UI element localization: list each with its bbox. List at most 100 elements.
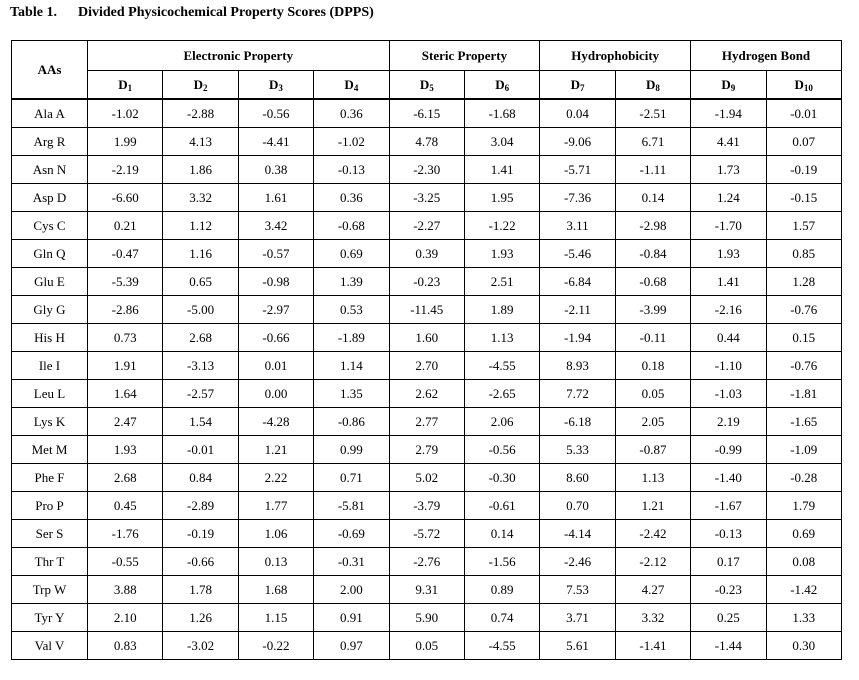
- value-cell: 0.21: [86, 211, 164, 240]
- value-cell: -4.41: [237, 127, 315, 156]
- value-cell: -2.86: [86, 295, 164, 324]
- column-header-base: D: [495, 76, 505, 92]
- value-cell: -1.42: [765, 575, 842, 604]
- value-cell: -2.12: [614, 547, 692, 576]
- table-row: Met M 1.93 -0.01 1.21 0.99 2.79 -0.56 5.33 -0.87…: [11, 435, 842, 464]
- value-cell: 1.64: [86, 379, 164, 408]
- value-cell: -1.81: [765, 379, 842, 408]
- column-header-subscript: 9: [730, 82, 736, 93]
- column-header: D5: [388, 70, 465, 100]
- value-cell: -0.69: [313, 519, 390, 548]
- column-header-base: D: [269, 76, 279, 92]
- value-cell: -0.31: [313, 547, 390, 576]
- value-cell: 1.13: [614, 463, 692, 492]
- value-cell: -0.01: [765, 98, 842, 128]
- value-cell: 1.41: [690, 267, 767, 296]
- amino-acid-cell: Asn N: [11, 155, 88, 184]
- value-cell: 0.85: [765, 239, 842, 268]
- value-cell: -1.02: [86, 98, 164, 128]
- value-cell: 9.31: [388, 575, 465, 604]
- value-cell: 0.25: [690, 603, 767, 632]
- value-cell: 0.45: [86, 491, 164, 520]
- value-cell: 1.77: [237, 491, 315, 520]
- value-cell: -0.56: [463, 435, 541, 464]
- value-cell: 1.41: [463, 155, 541, 184]
- value-cell: -0.57: [237, 239, 315, 268]
- value-cell: 5.33: [539, 435, 616, 464]
- column-header-base: D: [193, 76, 204, 92]
- value-cell: 0.91: [313, 603, 390, 632]
- amino-acid-cell: Tyr Y: [11, 603, 88, 632]
- column-header-base: D: [645, 76, 656, 92]
- value-cell: -0.01: [162, 435, 239, 464]
- value-cell: 0.53: [313, 295, 390, 324]
- table-row: Ile I 1.91 -3.13 0.01 1.14 2.70 -4.55 8.93 0.18-…: [11, 351, 842, 380]
- column-header: D8: [614, 70, 692, 100]
- table-row: Ser S -1.76 -0.19 1.06 -0.69 -5.72 0.14 -4.14 -2…: [11, 519, 842, 548]
- value-cell: 2.22: [237, 463, 315, 492]
- column-header: D6: [463, 70, 541, 100]
- value-cell: -1.94: [539, 323, 616, 352]
- value-cell: -1.02: [313, 127, 390, 156]
- value-cell: 1.33: [765, 603, 842, 632]
- value-cell: 1.99: [86, 127, 164, 156]
- value-cell: -0.68: [313, 211, 390, 240]
- value-cell: -0.23: [388, 267, 465, 296]
- group-header-row: AAs Electronic Property Steric Property Hy…: [11, 40, 842, 100]
- column-header-subscript: 6: [504, 82, 510, 93]
- value-cell: 0.70: [539, 491, 616, 520]
- value-cell: 0.01: [237, 351, 315, 380]
- value-cell: 1.15: [237, 603, 315, 632]
- amino-acid-cell: Ser S: [11, 519, 88, 548]
- value-cell: -1.11: [614, 155, 692, 184]
- column-header-base: D: [419, 76, 430, 92]
- value-cell: 1.86: [162, 155, 239, 184]
- amino-acid-cell: Pro P: [11, 491, 88, 520]
- value-cell: 7.72: [539, 379, 616, 408]
- value-cell: -7.36: [539, 183, 616, 212]
- value-cell: -0.99: [690, 435, 767, 464]
- value-cell: -4.28: [237, 407, 315, 436]
- value-cell: 2.51: [463, 267, 541, 296]
- amino-acid-cell: Lys K: [11, 407, 88, 436]
- amino-acid-cell: Gly G: [11, 295, 88, 324]
- table-row: Glu E -5.39 0.65 -0.98 1.39 -0.23 2.51 -6.84 -0.…: [11, 267, 842, 296]
- value-cell: 0.00: [237, 379, 315, 408]
- value-cell: -4.55: [463, 351, 541, 380]
- value-cell: -3.25: [388, 183, 465, 212]
- value-cell: 4.13: [162, 127, 239, 156]
- value-cell: -0.76: [765, 295, 842, 324]
- value-cell: 2.19: [690, 407, 767, 436]
- amino-acid-cell: Asp D: [11, 183, 88, 212]
- value-cell: 1.93: [463, 239, 541, 268]
- value-cell: -0.11: [614, 323, 692, 352]
- value-cell: 1.06: [237, 519, 315, 548]
- value-cell: -4.55: [463, 631, 541, 660]
- table-row: Gln Q -0.47 1.16 -0.57 0.69 0.39 1.93 -5.46 -0.8…: [11, 239, 842, 268]
- value-cell: 2.68: [162, 323, 239, 352]
- value-cell: 5.61: [539, 631, 616, 660]
- table-title: Divided Physicochemical Property Scores …: [78, 5, 374, 20]
- value-cell: 0.71: [313, 463, 390, 492]
- value-cell: 1.28: [765, 267, 842, 296]
- table-row: Val V 0.83 -3.02 -0.22 0.97 0.05 -4.55 5.61 -1.4…: [11, 631, 842, 660]
- column-header-subscript: 1: [127, 82, 133, 93]
- value-cell: 0.44: [690, 323, 767, 352]
- amino-acid-cell: Glu E: [11, 267, 88, 296]
- value-cell: -2.98: [614, 211, 692, 240]
- value-cell: 3.32: [614, 603, 692, 632]
- value-cell: -1.44: [690, 631, 767, 660]
- value-cell: 0.05: [388, 631, 465, 660]
- value-cell: -0.66: [162, 547, 239, 576]
- value-cell: 2.05: [614, 407, 692, 436]
- column-header-subscript: 2: [203, 82, 208, 93]
- column-header-base: D: [570, 76, 580, 92]
- group-header: Hydrogen Bond: [690, 40, 842, 71]
- value-cell: 0.18: [614, 351, 692, 380]
- value-cell: -0.15: [765, 183, 842, 212]
- column-header-base: D: [118, 76, 128, 92]
- table-row: Arg R 1.99 4.13 -4.41 -1.02 4.78 3.04 -9.06 6.71…: [11, 127, 842, 156]
- column-header: D4: [313, 70, 390, 100]
- amino-acid-cell: Arg R: [11, 127, 88, 156]
- value-cell: -6.60: [86, 183, 164, 212]
